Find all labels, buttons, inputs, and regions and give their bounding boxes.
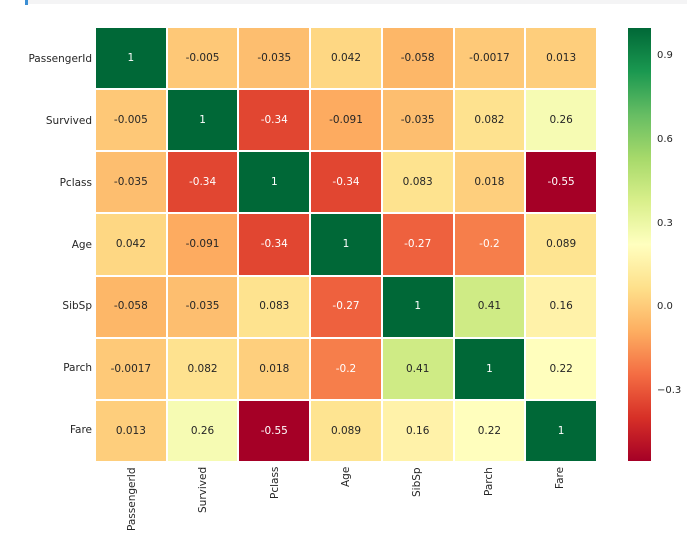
heatmap-cell-SibSp-Parch: 0.41: [454, 276, 525, 337]
y-tick-label-Pclass: Pclass: [59, 176, 92, 189]
heatmap-cell-Parch-SibSp: 0.41: [382, 338, 453, 399]
y-tick-label-Age: Age: [71, 238, 92, 251]
heatmap-cell-Parch-Age: -0.2: [311, 338, 381, 399]
colorbar-tick-label--0.3: −0.3: [657, 385, 682, 397]
heatmap-cell-Pclass-Survived: -0.34: [167, 152, 238, 213]
x-tick-label-Survived: Survived: [197, 466, 210, 513]
heatmap-cell-Parch-Parch: 1: [454, 338, 525, 399]
heatmap-cell-Age-Age: 1: [311, 214, 381, 275]
heatmap-cell-Pclass-PassengerId: -0.035: [96, 152, 166, 213]
x-tick-label-Parch: Parch: [482, 467, 495, 496]
x-tick-label-SibSp: SibSp: [411, 467, 424, 497]
heatmap-grid: 1 -0.005 -0.035 0.042 -0.058 -0.0017 0.013 -0.0…: [96, 28, 596, 461]
heatmap-cell-Age-Survived: -0.091: [167, 214, 238, 275]
colorbar: [628, 28, 651, 461]
heatmap-cell-Age-Fare: 0.089: [526, 214, 596, 275]
heatmap-cell-Fare-SibSp: 0.16: [382, 400, 453, 461]
heatmap-cell-Age-PassengerId: 0.042: [96, 214, 166, 275]
heatmap-cell-PassengerId-PassengerId: 1: [96, 28, 166, 89]
heatmap-cell-Survived-Pclass: -0.34: [239, 90, 310, 151]
y-tick-label-Survived: Survived: [45, 114, 92, 127]
heatmap-cell-SibSp-Pclass: 0.083: [239, 276, 310, 337]
heatmap-cell-Fare-PassengerId: 0.013: [96, 400, 166, 461]
heatmap-cell-Pclass-Pclass: 1: [239, 152, 310, 213]
heatmap-cell-SibSp-Survived: -0.035: [167, 276, 238, 337]
heatmap-cell-SibSp-PassengerId: -0.058: [96, 276, 166, 337]
x-tick-label-Age: Age: [340, 466, 352, 487]
heatmap-cell-PassengerId-SibSp: -0.058: [382, 28, 453, 89]
heatmap-cell-Fare-Parch: 0.22: [454, 400, 525, 461]
colorbar-tick-label-0.9: 0.9: [657, 49, 673, 61]
colorbar-tick-label-0.6: 0.6: [657, 133, 673, 145]
heatmap-cell-Survived-Parch: 0.082: [454, 90, 525, 151]
heatmap-cell-PassengerId-Pclass: -0.035: [239, 28, 310, 89]
heatmap-cell-SibSp-Fare: 0.16: [526, 276, 596, 337]
heatmap-cell-PassengerId-Age: 0.042: [311, 28, 381, 89]
x-tick-label-Fare: Fare: [554, 466, 567, 489]
y-tick-label-SibSp: SibSp: [62, 300, 92, 313]
x-tick-label-Pclass: Pclass: [268, 466, 281, 499]
y-tick-label-Fare: Fare: [69, 424, 92, 437]
heatmap-cell-Parch-Survived: 0.082: [167, 338, 238, 399]
heatmap-cell-Survived-Age: -0.091: [311, 90, 381, 151]
heatmap-cell-Fare-Pclass: -0.55: [239, 400, 310, 461]
colorbar-tick-label-0: 0.0: [657, 301, 673, 313]
heatmap-cell-Survived-Survived: 1: [167, 90, 238, 151]
heatmap-cell-Pclass-Parch: 0.018: [454, 152, 525, 213]
heatmap-cell-Survived-SibSp: -0.035: [382, 90, 453, 151]
heatmap-cell-PassengerId-Survived: -0.005: [167, 28, 238, 89]
notebook-cell-indicator: [25, 0, 28, 5]
heatmap-cell-Survived-Fare: 0.26: [526, 90, 596, 151]
colorbar-gradient: [628, 28, 651, 461]
heatmap-cell-Parch-Pclass: 0.018: [239, 338, 310, 399]
heatmap-cell-Fare-Fare: 1: [526, 400, 596, 461]
y-tick-label-PassengerId: PassengerId: [28, 52, 92, 65]
x-tick-label-PassengerId: PassengerId: [125, 467, 138, 531]
heatmap-cell-Fare-Survived: 0.26: [167, 400, 238, 461]
colorbar-tick-label-0.3: 0.3: [657, 217, 673, 229]
heatmap-cell-Pclass-Age: -0.34: [311, 152, 381, 213]
notebook-output-top-border: [28, 0, 687, 4]
heatmap-cell-Age-Pclass: -0.34: [239, 214, 310, 275]
heatmap-cell-SibSp-SibSp: 1: [382, 276, 453, 337]
heatmap-cell-SibSp-Age: -0.27: [311, 276, 381, 337]
heatmap-cell-Pclass-Fare: -0.55: [526, 152, 596, 213]
heatmap-cell-Parch-Fare: 0.22: [526, 338, 596, 399]
heatmap-cell-Fare-Age: 0.089: [311, 400, 381, 461]
heatmap-cell-Age-Parch: -0.2: [454, 214, 525, 275]
heatmap-cell-Survived-PassengerId: -0.005: [96, 90, 166, 151]
heatmap-cell-Pclass-SibSp: 0.083: [382, 152, 453, 213]
heatmap-cell-Parch-PassengerId: -0.0017: [96, 338, 166, 399]
heatmap-cell-PassengerId-Parch: -0.0017: [454, 28, 525, 89]
heatmap-cell-PassengerId-Fare: 0.013: [526, 28, 596, 89]
y-tick-label-Parch: Parch: [63, 362, 92, 375]
heatmap-cell-Age-SibSp: -0.27: [382, 214, 453, 275]
